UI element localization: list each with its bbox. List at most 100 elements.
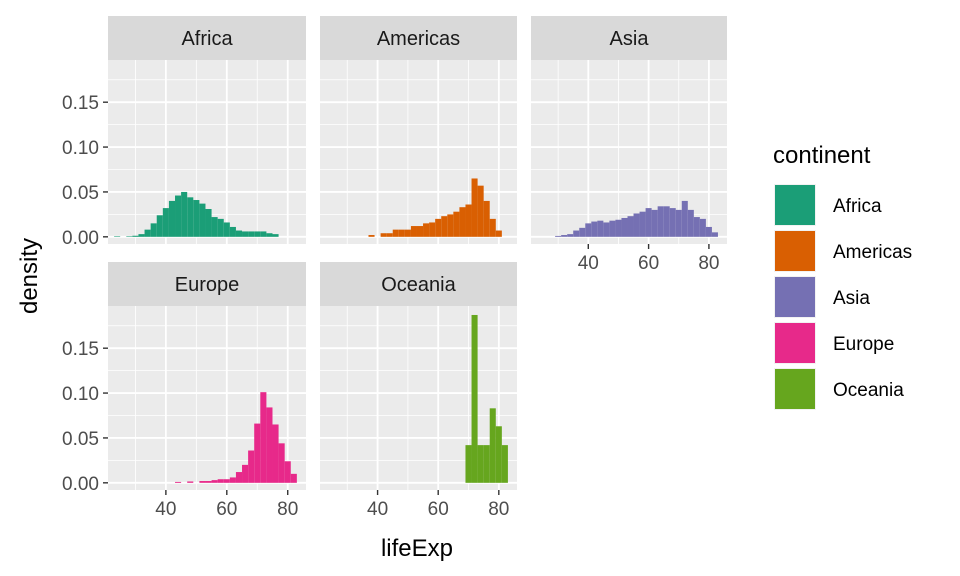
histogram-bar [645, 208, 652, 237]
histogram-bar [272, 424, 279, 483]
histogram-bar [609, 220, 616, 237]
histogram-bar [217, 479, 224, 483]
histogram-bar [392, 229, 399, 237]
histogram-bar [138, 234, 145, 237]
histogram-bar [705, 226, 712, 237]
legend-title: continent [773, 142, 871, 169]
histogram-bar [495, 426, 502, 483]
histogram-bar [229, 477, 236, 483]
histogram-bar [404, 229, 411, 237]
histogram-bar [162, 208, 169, 237]
histogram-bar [489, 218, 496, 237]
y-tick-label: 0.05 [62, 183, 99, 204]
histogram-bar [242, 464, 249, 483]
histogram-bar [205, 208, 212, 237]
histogram-bar [465, 204, 472, 237]
histogram-bar [272, 234, 279, 237]
histogram-bar [416, 226, 424, 237]
x-tick-label: 40 [155, 499, 176, 520]
facet-strip-label-europe: Europe [175, 274, 240, 296]
histogram-bar [181, 191, 188, 237]
histogram-bar [150, 223, 157, 237]
x-tick-label: 40 [367, 499, 388, 520]
histogram-bar [615, 219, 622, 237]
histogram-bar [567, 234, 574, 237]
histogram-bar [266, 233, 273, 237]
histogram-bar [453, 211, 460, 237]
panel-oceania: Oceania 40 60 80 [320, 262, 517, 520]
histogram-bar [471, 178, 478, 237]
histogram-bar [597, 220, 604, 237]
histogram-bar [193, 200, 200, 237]
x-tick-label: 40 [578, 253, 599, 274]
histogram-bar [284, 461, 291, 483]
histogram-bar [447, 214, 454, 237]
histogram-bar [223, 479, 230, 483]
histogram-bar [651, 209, 658, 237]
histogram-bar [199, 203, 206, 237]
y-tick-label: 0.10 [62, 384, 99, 405]
histogram-bar [477, 445, 484, 483]
histogram-bar [693, 217, 700, 237]
y-tick-label: 0.00 [62, 228, 99, 249]
histogram-bar [555, 235, 562, 237]
histogram-bar [573, 230, 580, 237]
histogram-bar [489, 408, 496, 483]
histogram-bar [495, 230, 502, 237]
histogram-bar [639, 211, 646, 237]
histogram-bar [429, 222, 436, 237]
x-tick-label: 60 [638, 253, 659, 274]
x-tick-label: 80 [488, 499, 509, 520]
legend-label-africa: Africa [833, 196, 882, 217]
histogram-bar [266, 407, 273, 483]
histogram-bar [211, 217, 218, 237]
histogram-bar [579, 227, 586, 237]
histogram-bar [591, 221, 598, 237]
legend-swatch-africa [775, 185, 815, 225]
legend-label-americas: Americas [833, 242, 912, 263]
histogram-bar [711, 232, 718, 237]
histogram-bar [435, 218, 442, 237]
histogram-bar [290, 473, 297, 483]
panel-americas: Americas [320, 16, 517, 244]
facet-strip-label-asia: Asia [610, 28, 650, 50]
histogram-bar [621, 217, 628, 237]
y-tick-label: 0.15 [62, 339, 99, 360]
histogram-bar [423, 223, 430, 237]
histogram-bar [260, 392, 267, 483]
histogram-bar [669, 208, 676, 237]
histogram-bar [465, 445, 472, 483]
histogram-bar [699, 218, 706, 237]
legend-swatch-europe [775, 323, 815, 363]
facet-strip-label-africa: Africa [181, 28, 233, 50]
histogram-bar [603, 222, 610, 237]
x-tick-label: 80 [277, 499, 298, 520]
facet-strip-asia [531, 16, 727, 60]
histogram-bar [483, 200, 490, 237]
y-tick-label: 0.00 [62, 474, 99, 495]
x-tick-label: 60 [216, 499, 237, 520]
histogram-bar [235, 472, 243, 483]
histogram-bar [223, 222, 230, 237]
histogram-bar [114, 236, 121, 237]
histogram-bar [663, 206, 670, 237]
histogram-bar [657, 206, 664, 237]
histogram-bar [477, 185, 484, 237]
x-tick-label: 60 [428, 499, 449, 520]
facet-strip-europe [108, 262, 306, 306]
x-tick-label: 80 [698, 253, 719, 274]
legend-label-europe: Europe [833, 334, 894, 355]
y-tick-label: 0.05 [62, 429, 99, 450]
histogram-bar [248, 450, 255, 483]
histogram-bar [471, 314, 478, 483]
histogram-bar [175, 195, 182, 237]
histogram-bar [199, 481, 206, 483]
legend-swatch-oceania [775, 369, 815, 409]
panel-africa: Africa 0.00 0.05 0.10 0.15 [62, 16, 306, 249]
y-axis-title: density [16, 238, 43, 314]
histogram-bar [260, 231, 267, 237]
histogram-bar [187, 197, 194, 237]
y-tick-label: 0.10 [62, 138, 99, 159]
facet-strip-label-oceania: Oceania [381, 274, 456, 296]
